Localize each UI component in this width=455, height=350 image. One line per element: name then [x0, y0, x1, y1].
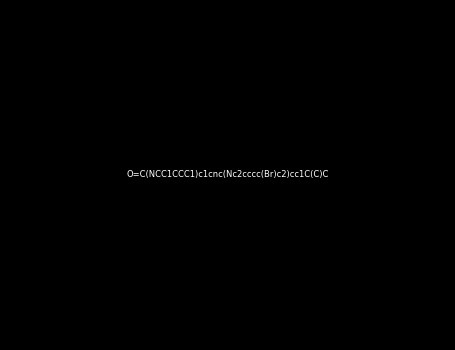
Text: O=C(NCC1CCC1)c1cnc(Nc2cccc(Br)c2)cc1C(C)C: O=C(NCC1CCC1)c1cnc(Nc2cccc(Br)c2)cc1C(C)…	[126, 170, 329, 180]
